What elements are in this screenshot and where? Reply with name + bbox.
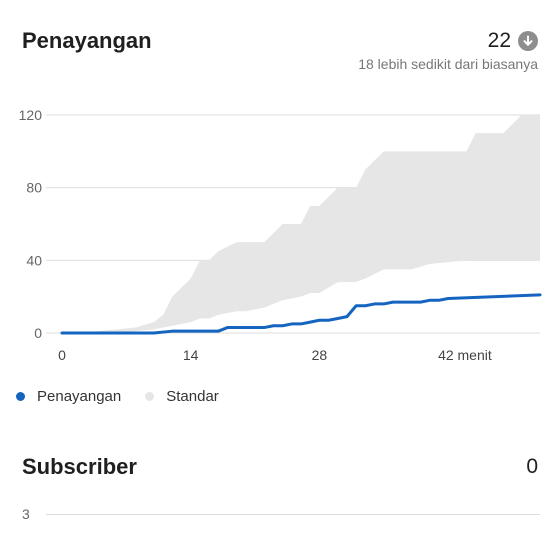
views-comparison-text: 18 lebih sedikit dari biasanya bbox=[358, 56, 538, 72]
x-tick-label: 28 bbox=[312, 347, 328, 363]
subscriber-grid-line bbox=[46, 514, 540, 515]
subscriber-value: 0 bbox=[526, 455, 538, 478]
legend-label-views: Penayangan bbox=[37, 388, 122, 405]
y-tick-label: 40 bbox=[26, 252, 42, 268]
arrow-down-circle-icon bbox=[518, 31, 538, 51]
views-series-line bbox=[60, 293, 542, 335]
x-tick-label: 14 bbox=[183, 347, 199, 363]
legend-dot-views bbox=[16, 392, 25, 401]
views-title: Penayangan bbox=[22, 28, 152, 53]
chart-legend: Penayangan Standar bbox=[16, 388, 243, 405]
standard-band bbox=[62, 115, 540, 333]
views-chart: 0 40 80 120 0 14 28 42 menit bbox=[19, 107, 542, 363]
views-metric: 22 bbox=[488, 29, 538, 53]
legend-item-standard[interactable]: Standar bbox=[145, 388, 219, 405]
views-value: 22 bbox=[487, 29, 511, 52]
legend-label-standard: Standar bbox=[166, 388, 219, 405]
legend-item-views[interactable]: Penayangan bbox=[16, 388, 121, 405]
y-tick-label: 80 bbox=[26, 180, 42, 196]
x-tick-label: 0 bbox=[58, 347, 66, 363]
x-tick-label: 42 menit bbox=[438, 347, 492, 363]
arrow-down-glyph bbox=[523, 35, 533, 46]
subscriber-title: Subscriber bbox=[22, 454, 137, 479]
subscriber-y-tick-label: 3 bbox=[22, 506, 30, 522]
legend-dot-standard bbox=[145, 392, 155, 401]
y-tick-label: 120 bbox=[19, 107, 43, 123]
y-tick-label: 0 bbox=[34, 325, 42, 341]
